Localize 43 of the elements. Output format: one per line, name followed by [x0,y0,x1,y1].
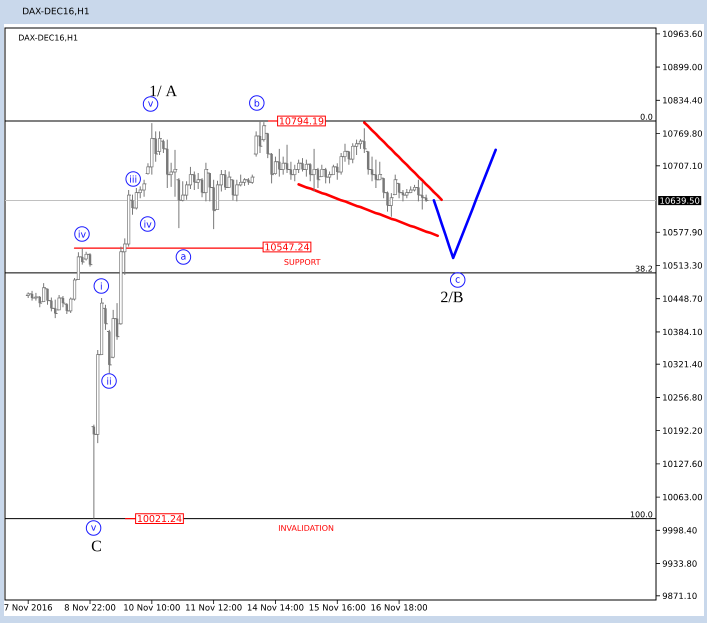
x-tick-label: 11 Nov 12:00 [186,604,242,611]
y-tick-label: 10384.10 [663,328,702,336]
y-tick-label: 10963.60 [663,30,702,38]
x-tick-label: 15 Nov 16:00 [310,604,366,611]
y-tick-label: 10834.40 [663,97,702,104]
x-tick-label: 16 Nov 18:00 [371,604,428,611]
y-tick-label: 10127.60 [663,460,702,468]
y-tick-label: 9871.10 [662,592,697,600]
annotation: v [148,101,154,107]
annotation: v [91,525,96,531]
annotation: 10794.19 [280,117,324,125]
y-tick-label: 9933.80 [662,560,697,567]
annotation: C [92,540,101,552]
y-tick-label: 10321.40 [663,360,702,368]
annotation: iv [144,220,152,228]
y-tick-label: 10513.30 [663,262,702,269]
annotation: a [181,254,186,260]
y-tick-label: 9998.40 [662,527,697,534]
annotation: iii [130,175,136,183]
x-tick-label: 10 Nov 10:00 [124,604,180,611]
annotation: iv [78,230,86,238]
y-tick-label: 10448.70 [663,296,702,302]
ref-line-label: 10639.50 [660,197,700,204]
y-tick-label: 10577.90 [663,229,702,236]
line-series [363,121,443,202]
annotation: b [254,99,260,107]
y-tick-label: 10899.00 [663,64,702,70]
annotation: 10547.24 [265,243,310,251]
x-tick-label: 14 Nov 14:00 [248,604,304,611]
y-tick-label: 10707.10 [663,162,702,169]
annotation: 2/B [441,292,463,302]
chart-title: DAX-DEC16,H1 [23,8,89,16]
y-tick-label: 10256.80 [663,394,702,401]
annotation: c [456,277,460,283]
y-tick-label: 10063.00 [663,494,702,500]
annotation: 10021.24 [138,515,182,522]
annotation: i [100,282,102,290]
annotation: ii [107,377,111,385]
x-tick-label: 8 Nov 22:00 [64,604,116,611]
y-tick-label: 10192.20 [663,427,702,434]
annotation: 1/ A [150,86,177,96]
y-tick-label: 10769.80 [663,130,702,137]
x-tick-label: 7 Nov 2016 [4,604,52,611]
